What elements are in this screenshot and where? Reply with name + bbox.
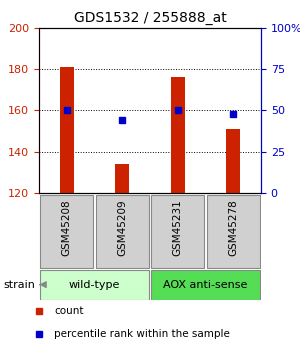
- FancyBboxPatch shape: [96, 195, 149, 268]
- Text: GSM45209: GSM45209: [117, 199, 127, 256]
- Title: GDS1532 / 255888_at: GDS1532 / 255888_at: [74, 11, 226, 25]
- Text: percentile rank within the sample: percentile rank within the sample: [54, 329, 230, 339]
- FancyBboxPatch shape: [40, 195, 93, 268]
- Bar: [115, 164, 129, 193]
- FancyBboxPatch shape: [40, 270, 149, 299]
- Bar: [60, 67, 74, 193]
- Bar: [171, 77, 185, 193]
- FancyBboxPatch shape: [151, 195, 204, 268]
- Text: count: count: [54, 306, 83, 316]
- Text: GSM45231: GSM45231: [173, 199, 183, 256]
- Text: GSM45278: GSM45278: [228, 199, 238, 256]
- Text: wild-type: wild-type: [69, 280, 120, 289]
- Text: GSM45208: GSM45208: [62, 199, 72, 256]
- FancyBboxPatch shape: [151, 270, 260, 299]
- FancyBboxPatch shape: [207, 195, 260, 268]
- Bar: [226, 129, 240, 193]
- Text: AOX anti-sense: AOX anti-sense: [163, 280, 248, 289]
- Text: strain: strain: [3, 280, 35, 289]
